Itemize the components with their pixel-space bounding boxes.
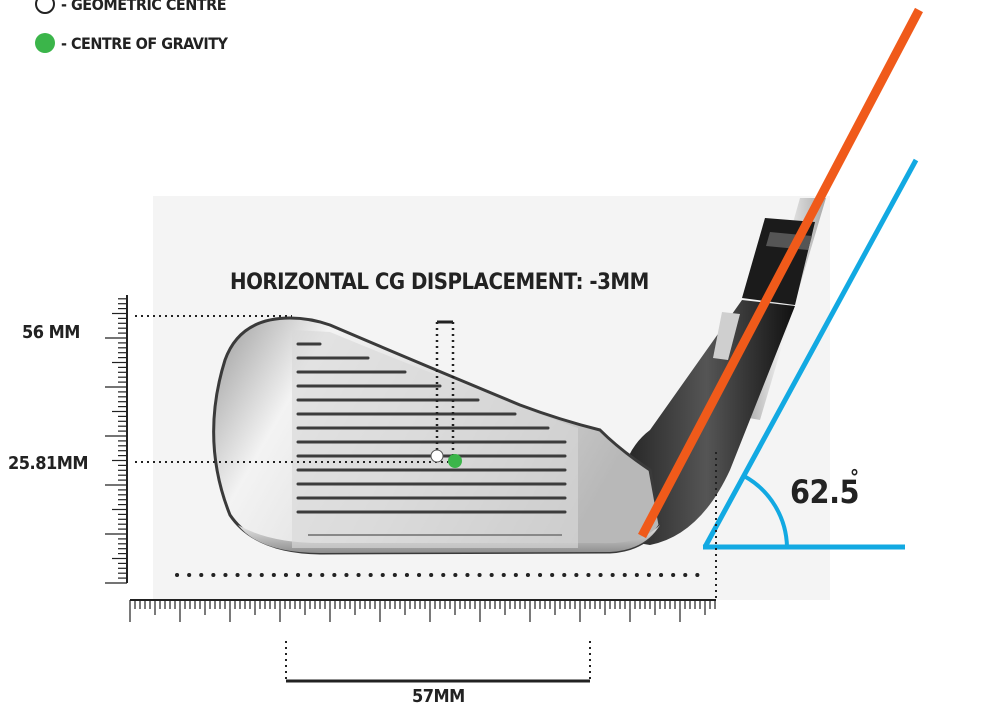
- lie-angle-degree: °: [850, 465, 859, 489]
- legend-gravity-label: - Centre of Gravity: [61, 33, 228, 53]
- width-bracket: [285, 641, 591, 683]
- legend-centre-of-gravity: - Centre of Gravity: [35, 30, 228, 56]
- height-label: 56 MM: [22, 322, 80, 343]
- angle-arc: [743, 474, 789, 548]
- legend-geometric-label: - Geometric Centre: [61, 0, 227, 14]
- geometric-centre-icon: [35, 0, 55, 14]
- cg-displacement-bracket: [435, 320, 455, 456]
- lie-angle-value: 62.5: [790, 473, 860, 511]
- width-label: 57MM: [412, 686, 465, 707]
- centre-of-gravity-marker: [448, 454, 462, 468]
- cg-height-label: 25.81MM: [8, 453, 88, 474]
- horizontal-ruler: [129, 599, 716, 622]
- lie-angle-line: [702, 158, 919, 549]
- vertical-ruler: [105, 295, 128, 584]
- geometric-centre-marker: [430, 449, 444, 463]
- cg-displacement-title: Horizontal CG Displacement: -3mm: [230, 270, 649, 295]
- centre-of-gravity-icon: [35, 33, 55, 53]
- legend-geometric-centre: - Geometric Centre: [35, 0, 227, 17]
- hosel-highlight: [713, 312, 740, 360]
- shaft-axis-line: [638, 7, 923, 539]
